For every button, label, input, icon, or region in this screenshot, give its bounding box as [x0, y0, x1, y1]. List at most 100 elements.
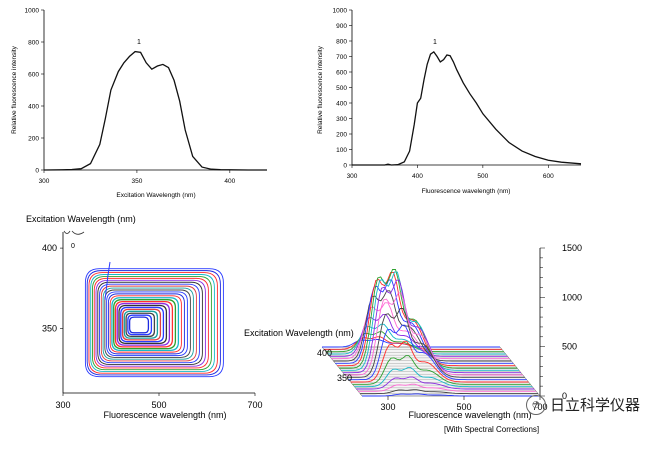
- chart3-x-axis-label: Fluorescence wavelength (nm): [103, 410, 226, 420]
- chart2-x-tick-label: 400: [412, 173, 423, 180]
- chart3-x-tick-label: 300: [55, 400, 70, 410]
- contour-ring: [97, 281, 203, 365]
- contour-ring: [100, 285, 197, 362]
- chart2-y-tick-label: 600: [336, 69, 347, 76]
- chart1-y-tick-label: 0: [35, 167, 39, 174]
- watermark: ◔ 日立科学仪器: [525, 394, 640, 415]
- chart3-x-tick-label: 500: [151, 400, 166, 410]
- chart3-y-tick-label: 350: [42, 324, 57, 334]
- contour-ring: [107, 293, 185, 355]
- chart2-y-tick-label: 500: [336, 85, 347, 92]
- chart2-y-tick-label: 0: [343, 162, 347, 169]
- surface-slice-trace: [327, 323, 506, 355]
- surface-slice-trace: [329, 313, 508, 357]
- surface-slice-trace: [346, 308, 525, 378]
- chart1-series-line: [43, 50, 267, 171]
- chart2-y-tick-label: 800: [336, 38, 347, 45]
- chart4-x-tick-label: 300: [380, 402, 395, 412]
- surface-slice-trace: [344, 292, 523, 376]
- chart2-x-axis-label: Fluorescence wavelength (nm): [422, 188, 511, 195]
- chart4-correction-note: [With Spectral Corrections]: [444, 425, 539, 434]
- chart1-y-tick-label: 1000: [25, 7, 40, 14]
- contour-ring: [120, 306, 165, 343]
- contour-map-chart: Excitation Wavelength (nm) Fluorescence …: [26, 214, 263, 420]
- surface-slice-trace: [339, 269, 518, 369]
- chart2-series-line: [352, 51, 582, 166]
- excitation-spectrum-chart: Relative fluorescence intensity Excitati…: [11, 7, 267, 199]
- chart2-y-tick-label: 700: [336, 54, 347, 61]
- chart2-x-tick-label: 500: [477, 173, 488, 180]
- contour-ring: [84, 268, 224, 378]
- surface-slice-trace: [354, 367, 533, 388]
- surface-slice-trace: [350, 340, 529, 383]
- chart1-x-axis-label: Excitation Wavelength (nm): [116, 192, 195, 199]
- chart3-x-tick-label: 700: [247, 400, 262, 410]
- chart4-x-axis-label: Fluorescence wavelength (nm): [408, 410, 531, 420]
- chart1-x-tick-label: 350: [131, 178, 142, 185]
- chart3-corner-label: 0: [71, 243, 75, 250]
- chart2-x-tick-label: 300: [347, 173, 358, 180]
- surface-slice-trace: [360, 389, 539, 395]
- contour-ring: [123, 310, 159, 339]
- chart2-y-tick-label: 1000: [333, 7, 348, 14]
- chart1-y-axis-label: Relative fluorescence intensity: [11, 45, 18, 134]
- surface-slice-trace: [352, 355, 531, 385]
- chart3-corner-squiggle: [63, 230, 85, 235]
- surface-slice-trace: [356, 376, 535, 390]
- contour-ring: [121, 308, 162, 341]
- contour-ring: [114, 300, 174, 348]
- contour-ring: [106, 291, 188, 357]
- contour-ring: [95, 279, 206, 367]
- chart1-y-tick-label: 800: [28, 39, 39, 46]
- contour-ring: [127, 314, 153, 336]
- surface-slice-trace: [333, 290, 512, 362]
- contour-ring: [88, 272, 218, 374]
- contour-ring: [109, 295, 182, 353]
- contour-ring: [113, 299, 177, 350]
- chart2-y-axis-label: Relative fluorescence intensity: [317, 45, 324, 134]
- chart2-y-tick-label: 200: [336, 131, 347, 138]
- surface-3d-chart: Excitation Wavelength (nm) Fluorescence …: [244, 243, 582, 434]
- contour-ring: [92, 275, 212, 371]
- chart4-y-tick-label: 350: [337, 373, 352, 383]
- chart1-y-tick-label: 400: [28, 103, 39, 110]
- surface-slice-trace: [331, 302, 510, 360]
- surface-slice-trace: [362, 393, 540, 397]
- chart4-z-tick-label: 1000: [562, 292, 582, 302]
- chart1-x-tick-label: 300: [39, 178, 50, 185]
- contour-ring: [90, 274, 215, 372]
- chart2-y-tick-label: 300: [336, 116, 347, 123]
- contour-ring: [93, 277, 209, 369]
- contour-ring: [116, 302, 171, 346]
- chart1-y-tick-label: 600: [28, 71, 39, 78]
- contour-scatter-line: [104, 261, 111, 301]
- contour-ring: [99, 283, 200, 364]
- chart4-z-tick-label: 500: [562, 342, 577, 352]
- chart1-x-tick-label: 400: [224, 178, 235, 185]
- surface-slice-trace: [348, 324, 527, 381]
- chart2-peak-label: 1: [433, 39, 437, 46]
- chart3-y-axis-label: Excitation Wavelength (nm): [26, 214, 136, 224]
- contour-ring: [102, 287, 194, 360]
- chart1-y-tick-label: 200: [28, 135, 39, 142]
- surface-slice-trace: [325, 331, 504, 353]
- chart2-x-tick-label: 600: [543, 173, 554, 180]
- surface-slice-trace: [337, 271, 516, 367]
- wechat-icon: ◔: [525, 394, 546, 415]
- chart4-z-tick-label: 0: [562, 391, 567, 401]
- chart4-x-tick-label: 500: [456, 402, 471, 412]
- contour-ring: [118, 304, 168, 345]
- chart2-y-tick-label: 900: [336, 23, 347, 30]
- chart4-y-axis-label: Excitation Wavelength (nm): [244, 328, 354, 338]
- chart4-z-tick-label: 1500: [562, 243, 582, 253]
- watermark-text: 日立科学仪器: [549, 396, 640, 414]
- chart4-y-tick-label: 400: [317, 348, 332, 358]
- chart3-y-tick-label: 400: [42, 243, 57, 253]
- chart2-y-tick-label: 100: [336, 147, 347, 154]
- contour-ring: [111, 297, 180, 352]
- contour-ring: [125, 312, 156, 337]
- contour-ring: [86, 270, 221, 376]
- chart2-y-tick-label: 400: [336, 100, 347, 107]
- contour-ring: [128, 316, 150, 334]
